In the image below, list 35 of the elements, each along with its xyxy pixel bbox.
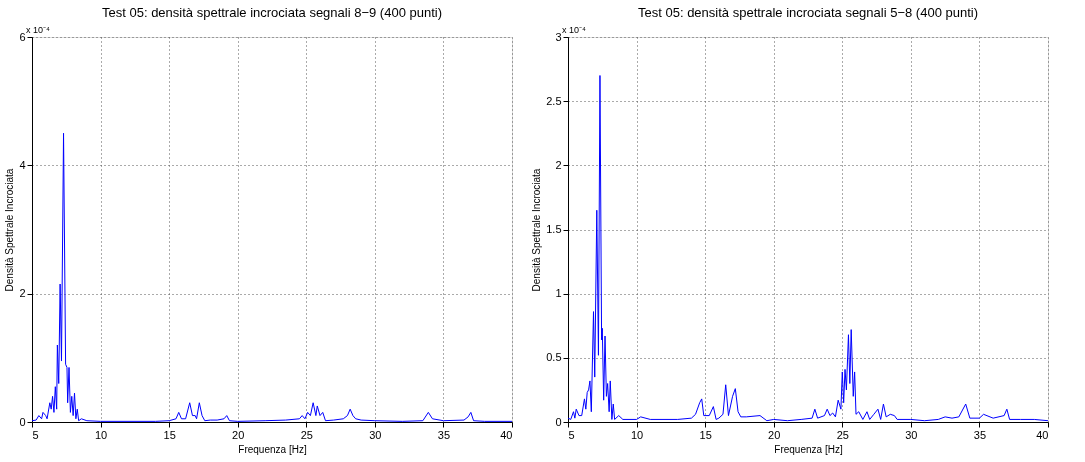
x-tick-label: 40 — [500, 428, 513, 441]
y-tick-label: 0.5 — [546, 351, 562, 364]
x-tick-label: 10 — [630, 428, 644, 441]
y-tick-label: 3 — [555, 30, 562, 43]
x-tick-label: 30 — [369, 428, 382, 441]
x-tick-label: 15 — [699, 428, 712, 441]
text: x 10⁻⁴ — [562, 25, 587, 35]
x-tick-label: 40 — [1036, 428, 1049, 441]
y-tick-label: 0 — [555, 415, 562, 428]
x-tick-label: 35 — [973, 428, 987, 441]
y-axis-title: Densità Spettrale Incrociata — [531, 168, 543, 292]
x-tick-label: 25 — [836, 428, 849, 441]
x-axis-title: Frequenza [Hz] — [774, 443, 843, 455]
x-tick-label: 20 — [232, 428, 245, 441]
x-tick-label: 30 — [905, 428, 918, 441]
x-axis-title: Frequenza [Hz] — [238, 443, 307, 455]
y-tick-label: 6 — [19, 30, 26, 43]
y-axis-title: Densità Spettrale Incrociata — [4, 168, 16, 292]
y-tick-label: 1 — [555, 287, 562, 300]
y-tick-label: 2 — [555, 158, 562, 171]
x-tick-label: 35 — [437, 428, 451, 441]
chart-title: Test 05: densità spettrale incrociata segnali 5−8 (400 punti) — [637, 5, 979, 20]
chart-title: Test 05: densità spettrale incrociata segnali 8−9 (400 punti) — [101, 5, 443, 20]
x-tick-label: 5 — [32, 428, 39, 441]
x-tick-label: 20 — [768, 428, 781, 441]
y-tick-label: 2.5 — [546, 94, 562, 107]
x-tick-label: 25 — [300, 428, 313, 441]
y-tick-label: 2 — [19, 287, 26, 300]
y-tick-label: 1.5 — [546, 223, 562, 235]
text: x 10⁻⁴ — [26, 25, 51, 35]
y-tick-label: 4 — [19, 158, 26, 171]
x-tick-label: 5 — [568, 428, 575, 441]
x-tick-label: 15 — [163, 428, 176, 441]
y-tick-label: 0 — [19, 415, 26, 428]
x-tick-label: 10 — [94, 428, 108, 441]
